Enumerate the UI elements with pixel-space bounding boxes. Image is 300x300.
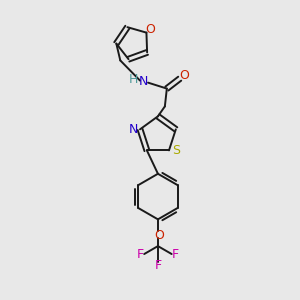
Text: O: O [180, 69, 190, 82]
Text: F: F [137, 248, 144, 260]
Text: S: S [172, 144, 180, 157]
Text: F: F [154, 260, 161, 272]
Text: O: O [154, 229, 164, 242]
Text: N: N [128, 123, 138, 136]
Text: N: N [138, 75, 148, 88]
Text: H: H [128, 73, 138, 86]
Text: F: F [172, 248, 179, 260]
Text: O: O [146, 23, 155, 36]
